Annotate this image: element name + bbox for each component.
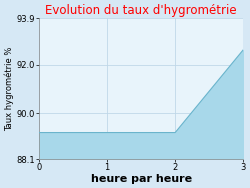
Y-axis label: Taux hygrométrie %: Taux hygrométrie % (4, 47, 14, 131)
Title: Evolution du taux d'hygrométrie: Evolution du taux d'hygrométrie (46, 4, 237, 17)
X-axis label: heure par heure: heure par heure (91, 174, 192, 184)
